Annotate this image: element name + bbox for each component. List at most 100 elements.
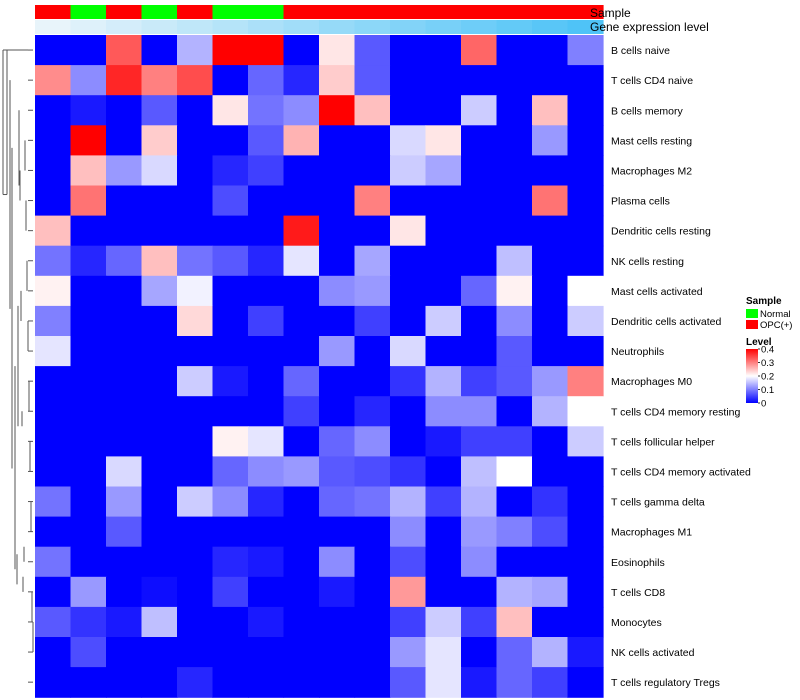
- heatmap-cell: [212, 245, 249, 277]
- heatmap-cell: [106, 305, 143, 337]
- expression-annotation-cell: [248, 20, 285, 34]
- heatmap-cell: [283, 35, 320, 66]
- heatmap-cell: [319, 456, 356, 488]
- heatmap-cell: [35, 637, 72, 668]
- heatmap-cell: [532, 667, 569, 698]
- heatmap-cell: [496, 185, 533, 217]
- heatmap-cell: [283, 606, 320, 638]
- heatmap-cell: [35, 336, 72, 367]
- heatmap-cell: [106, 95, 143, 126]
- heatmap-cell: [35, 546, 72, 578]
- heatmap-cell: [567, 35, 604, 66]
- legend-opc-label: OPC(+): [760, 320, 792, 331]
- heatmap-cell: [461, 456, 498, 488]
- heatmap-cell: [496, 155, 533, 187]
- expression-annotation-cell: [567, 20, 604, 34]
- heatmap-cell: [141, 396, 178, 427]
- heatmap-cell: [390, 576, 427, 608]
- heatmap-cell: [567, 606, 604, 638]
- heatmap-cell: [177, 426, 214, 457]
- heatmap-cell: [461, 637, 498, 668]
- heatmap-cell: [35, 456, 72, 488]
- sample-annotation-cell: [177, 5, 214, 19]
- heatmap-cell: [141, 245, 178, 277]
- heatmap-cell: [248, 637, 285, 668]
- row-label: B cells memory: [611, 105, 684, 117]
- heatmap-cell: [35, 516, 72, 548]
- heatmap-cell: [532, 336, 569, 367]
- expression-annotation-cell: [532, 20, 569, 34]
- heatmap-cell: [106, 185, 143, 217]
- heatmap-cell: [283, 155, 320, 187]
- heatmap-cell: [496, 336, 533, 367]
- heatmap-cell: [212, 185, 249, 217]
- heatmap-cell: [461, 546, 498, 578]
- expression-annotation-cell: [390, 20, 427, 34]
- heatmap-cell: [425, 366, 462, 397]
- heatmap-cell: [319, 35, 356, 66]
- heatmap-cell: [532, 275, 569, 307]
- heatmap-cell: [283, 637, 320, 668]
- heatmap-cell: [319, 65, 356, 96]
- heatmap-cell: [177, 486, 214, 518]
- level-tick-label: 0.3: [761, 358, 774, 369]
- heatmap-cell: [461, 366, 498, 397]
- row-label: Macrophages M2: [611, 165, 692, 177]
- heatmap-cell: [567, 516, 604, 548]
- heatmap-cell: [425, 486, 462, 518]
- heatmap-cell: [390, 396, 427, 427]
- heatmap-cell: [496, 275, 533, 307]
- heatmap-cell: [425, 275, 462, 307]
- heatmap-cell: [496, 426, 533, 457]
- heatmap-cell: [390, 426, 427, 457]
- heatmap-cell: [532, 245, 569, 277]
- heatmap-cell: [319, 606, 356, 638]
- heatmap-cell: [354, 667, 391, 698]
- heatmap-cell: [461, 576, 498, 608]
- heatmap-cell: [532, 396, 569, 427]
- heatmap-cell: [283, 456, 320, 488]
- heatmap-cell: [461, 396, 498, 427]
- heatmap-cell: [248, 155, 285, 187]
- heatmap-cell: [35, 275, 72, 307]
- heatmap-cell: [425, 125, 462, 156]
- heatmap-cell: [106, 336, 143, 367]
- column-annotation-bars: [35, 5, 604, 34]
- heatmap-cell: [496, 516, 533, 548]
- heatmap-cell: [70, 215, 107, 247]
- heatmap-cell: [177, 155, 214, 187]
- heatmap-cell: [35, 305, 72, 337]
- heatmap-cell: [567, 305, 604, 337]
- heatmap-cell: [35, 396, 72, 427]
- heatmap-cell: [319, 576, 356, 608]
- row-label: Eosinophils: [611, 557, 665, 569]
- level-legend-title: Level: [746, 337, 772, 348]
- heatmap-cell: [496, 125, 533, 156]
- heatmap-cell: [532, 456, 569, 488]
- level-tick-label: 0.4: [761, 345, 774, 356]
- row-label: T cells gamma delta: [611, 497, 705, 509]
- heatmap-cell: [354, 185, 391, 217]
- heatmap-cell: [106, 245, 143, 277]
- heatmap-cell: [106, 667, 143, 698]
- heatmap-cell: [532, 35, 569, 66]
- heatmap-cell: [532, 215, 569, 247]
- expression-annotation-cell: [283, 20, 320, 34]
- heatmap-cell: [212, 155, 249, 187]
- heatmap-cell: [496, 366, 533, 397]
- heatmap-cell: [248, 546, 285, 578]
- heatmap-cell: [248, 366, 285, 397]
- heatmap-cell: [141, 426, 178, 457]
- heatmap-cell: [461, 305, 498, 337]
- row-label: T cells follicular helper: [611, 436, 715, 448]
- heatmap-cell: [283, 65, 320, 96]
- heatmap-cell: [567, 275, 604, 307]
- sample-track-label: Sample: [590, 6, 631, 20]
- sample-annotation-cell: [532, 5, 569, 19]
- heatmap-cell: [283, 185, 320, 217]
- heatmap-cell: [141, 606, 178, 638]
- heatmap-cell: [319, 667, 356, 698]
- heatmap-cell: [496, 215, 533, 247]
- heatmap-cell: [141, 275, 178, 307]
